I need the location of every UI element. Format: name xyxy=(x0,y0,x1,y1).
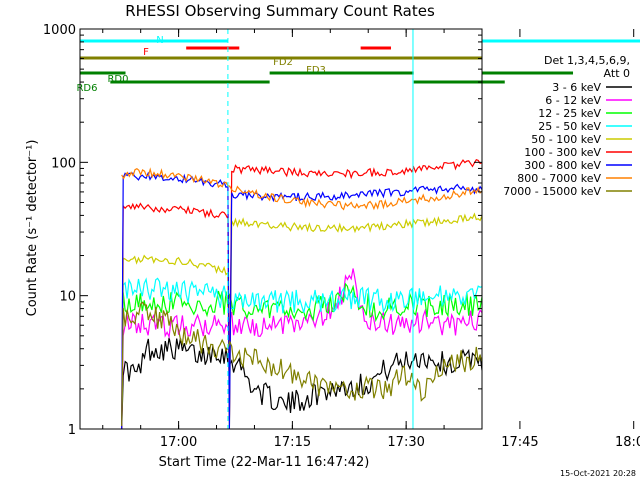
plot-frame xyxy=(79,28,483,430)
y-axis-label: Count Rate (s⁻¹ detector⁻¹) xyxy=(25,140,40,317)
x-axis-label: Start Time (22-Mar-11 16:47:42) xyxy=(159,455,370,470)
state-bar-label: F xyxy=(143,47,149,58)
y-tick-label: 10 xyxy=(59,290,76,305)
series-line-7 xyxy=(121,167,482,211)
series-line-3 xyxy=(121,277,482,429)
series-line-2 xyxy=(121,282,482,429)
legend-label: 25 - 50 keV xyxy=(538,120,601,133)
state-bar-label: FD3 xyxy=(306,65,326,76)
state-bar-label: FD2 xyxy=(273,57,293,68)
state-bar-label: RD0 xyxy=(107,74,128,85)
chart-title: RHESSI Observing Summary Count Rates xyxy=(125,2,435,20)
vertical-markers xyxy=(227,29,414,429)
timestamp: 15-Oct-2021 20:28 xyxy=(560,469,636,478)
legend-label: 6 - 12 keV xyxy=(545,94,601,107)
legend-label: 7000 - 15000 keV xyxy=(503,185,601,198)
legend-label: 12 - 25 keV xyxy=(538,107,601,120)
series-line-1 xyxy=(121,268,482,429)
state-bar-label: RD6 xyxy=(76,83,97,94)
plot-area: NF FD2 FD3 RD0 RD6 xyxy=(76,29,640,429)
legend-label: 300 - 800 keV xyxy=(524,159,601,172)
series-line-8 xyxy=(121,301,482,427)
x-tick-label: 17:45 xyxy=(501,435,538,450)
series-line-4 xyxy=(121,212,482,429)
x-tick-label: 18:00 xyxy=(615,435,640,450)
x-tick-label: 17:15 xyxy=(274,435,311,450)
legend-label: 800 - 7000 keV xyxy=(517,172,601,185)
y-axis: 1 10 100 1000 xyxy=(43,23,482,438)
legend-label: 3 - 6 keV xyxy=(552,81,601,94)
state-bars: NF FD2 FD3 RD0 RD6 xyxy=(76,35,640,94)
series-lines xyxy=(121,158,482,429)
y-tick-label: 1 xyxy=(68,423,76,438)
x-tick-label: 17:30 xyxy=(387,435,424,450)
legend-header: Att 0 xyxy=(604,67,630,80)
series-line-5 xyxy=(121,158,482,429)
y-tick-label: 100 xyxy=(51,156,76,171)
x-tick-label: 17:00 xyxy=(160,435,197,450)
state-bar-label: N xyxy=(156,35,163,46)
legend-header: Det 1,3,4,5,6,9, xyxy=(544,54,630,67)
legend-label: 50 - 100 keV xyxy=(531,133,601,146)
legend-label: 100 - 300 keV xyxy=(524,146,601,159)
series-line-0 xyxy=(121,337,482,429)
y-tick-label: 1000 xyxy=(43,23,76,38)
